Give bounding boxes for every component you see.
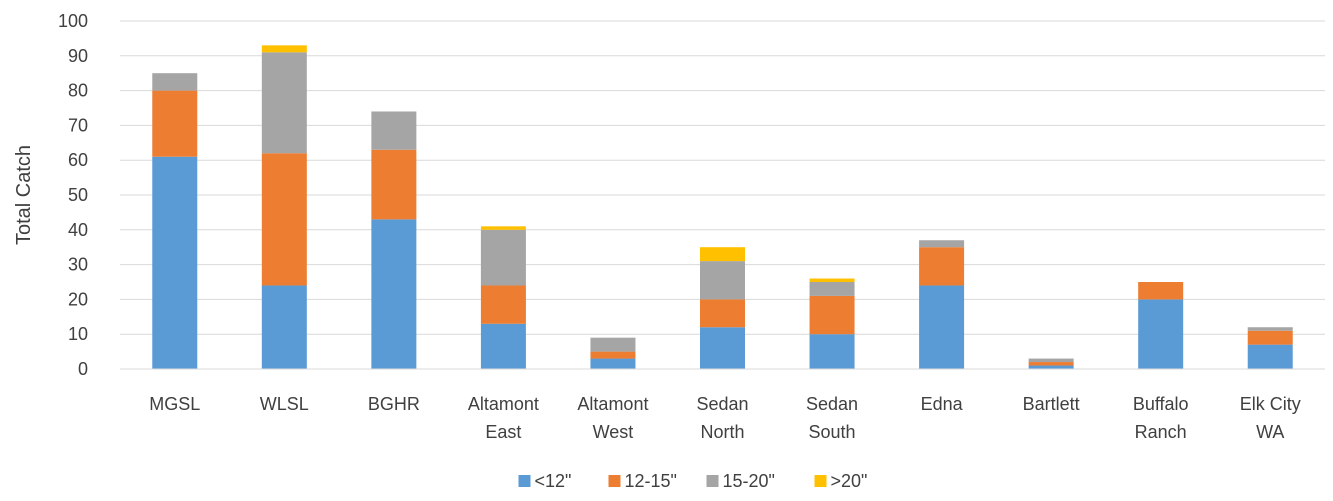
- x-category-label: Buffalo Ranch: [1133, 394, 1189, 442]
- bar-segment: [152, 156, 198, 369]
- bar-segment: [480, 285, 526, 324]
- bar-segment: [152, 90, 198, 157]
- x-category-label: Sedan North: [696, 394, 748, 442]
- x-category-label: BGHR: [368, 394, 420, 414]
- bar-segment: [261, 52, 307, 154]
- bar-segment: [371, 111, 417, 150]
- bar-segment: [590, 351, 636, 359]
- bar-segment: [809, 295, 855, 335]
- bar-segment: [1028, 358, 1074, 363]
- bar-segment: [480, 229, 526, 286]
- bar-segment: [1028, 365, 1074, 369]
- y-tick-label: 60: [68, 150, 88, 170]
- legend-label: <12": [535, 471, 572, 491]
- bar-segment: [261, 45, 307, 53]
- x-category-label: MGSL: [149, 394, 200, 414]
- legend-swatch: [608, 475, 621, 487]
- y-tick-label: 100: [58, 11, 88, 31]
- legend: <12" 12-15" 15-20" >20": [518, 471, 868, 491]
- bar-segment: [261, 285, 307, 369]
- y-tick-label: 90: [68, 46, 88, 66]
- y-tick-label: 10: [68, 324, 88, 344]
- bar-segment: [809, 334, 855, 369]
- legend-swatch: [814, 475, 827, 487]
- x-category-label: Bartlett: [1023, 394, 1080, 414]
- bar-segment: [809, 282, 855, 296]
- bar-segment: [919, 240, 965, 248]
- x-axis-categories: MGSL WLSL BGHR Altamont East Altamont West Seda…: [149, 394, 1300, 442]
- bar-segment: [1247, 327, 1293, 331]
- bar-segment: [480, 226, 526, 230]
- bar-segment: [371, 219, 417, 369]
- y-tick-label: 40: [68, 220, 88, 240]
- bar-segment: [152, 73, 198, 91]
- x-category-label: Altamont West: [577, 394, 648, 442]
- y-tick-label: 50: [68, 185, 88, 205]
- legend-label: 15-20": [723, 471, 775, 491]
- y-tick-label: 30: [68, 255, 88, 275]
- legend-swatch: [518, 475, 531, 487]
- bar-segment: [919, 285, 965, 369]
- bar-segment: [590, 358, 636, 369]
- bar-segment: [1247, 344, 1293, 369]
- y-axis-ticks: 0 10 20 30 40 50 60 70 80 90 100: [58, 11, 88, 379]
- x-category-label: WLSL: [260, 394, 309, 414]
- bar-segment: [700, 247, 745, 262]
- bar-segment: [1138, 299, 1184, 369]
- x-category-label: Altamont East: [468, 394, 539, 442]
- legend-swatch: [706, 475, 719, 487]
- legend-label: 12-15": [625, 471, 677, 491]
- y-axis-label: Total Catch: [13, 145, 35, 245]
- bar-segment: [700, 327, 745, 369]
- bar-segment: [919, 247, 965, 286]
- y-tick-label: 20: [68, 289, 88, 309]
- x-category-label: Elk City WA: [1240, 394, 1301, 442]
- bar-segment: [1138, 282, 1184, 300]
- bar-segment: [371, 149, 417, 220]
- bar-segment: [1247, 330, 1293, 345]
- bar-segment: [700, 261, 745, 300]
- x-category-label: Sedan South: [806, 394, 858, 442]
- x-category-label: Edna: [921, 394, 964, 414]
- y-tick-label: 70: [68, 115, 88, 135]
- y-tick-label: 80: [68, 81, 88, 101]
- bar-segment: [700, 299, 745, 328]
- bars: [152, 45, 1293, 369]
- bar-segment: [1028, 362, 1074, 366]
- bar-segment: [809, 278, 855, 282]
- bar-segment: [261, 153, 307, 286]
- legend-label: >20": [831, 471, 868, 491]
- bar-segment: [590, 337, 636, 352]
- y-tick-label: 0: [78, 359, 88, 379]
- bar-segment: [480, 323, 526, 369]
- gridlines: [120, 20, 1325, 335]
